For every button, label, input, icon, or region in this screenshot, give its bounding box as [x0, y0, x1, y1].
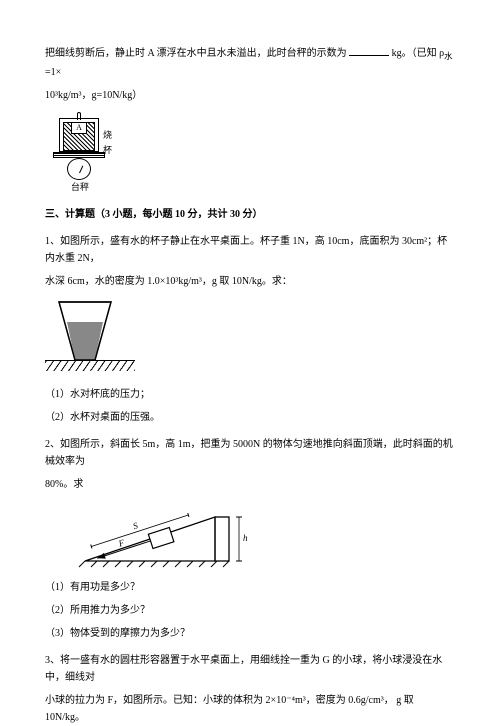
q2-stem-2: 80%。求 [45, 476, 455, 493]
q2-sub3: （3）物体受到的摩擦力为多少？ [45, 625, 455, 642]
intro-text-c: =1× [45, 67, 61, 78]
ground-hatch-icon [45, 360, 135, 372]
q3-stem-1: 3、将一盛有水的圆柱形容器置于水平桌面上，用细线拴一重为 G 的小球，将小球浸没… [45, 652, 455, 686]
q1-sub2: （2）水杯对桌面的压强。 [45, 409, 455, 426]
figure-cup [45, 298, 455, 378]
incline-icon: F S h [75, 501, 255, 571]
block-a-label: A [71, 122, 87, 134]
figure-incline: F S h [45, 501, 455, 571]
q1-stem-1: 1、如图所示，盛有水的杯子静止在水平桌面上。杯子重 1N，高 10cm，底面积为… [45, 233, 455, 267]
q3-stem-2: 小球的拉力为 F，如图所示。已知：小球的体积为 2×10⁻⁴m³，密度为 0.6… [45, 692, 455, 726]
section-3-title: 三、计算题（3 小题，每小题 10 分，共计 30 分） [45, 206, 455, 223]
intro-text-a: 把细线剪断后，静止时 A 漂浮在水中且水未溢出，此时台秤的示数为 [45, 48, 347, 59]
q1-sub1: （1）水对杯底的压力； [45, 386, 455, 403]
svg-text:h: h [243, 533, 248, 543]
svg-text:S: S [132, 520, 140, 531]
answer-blank [349, 46, 389, 56]
cup-icon [55, 298, 115, 362]
q1-stem-2: 水深 6cm，水的密度为 1.0×10³kg/m³，g 取 10N/kg。求： [45, 273, 455, 290]
figure-beaker-scale: A 烧杯 台秤 [45, 112, 455, 192]
intro-text-b: kg。（已知 ρ [392, 48, 445, 59]
svg-text:F: F [116, 537, 126, 549]
scale-label: 台秤 [71, 180, 89, 195]
q2-stem-1: 2、如图所示，斜面长 5m，高 1m，把重为 5000N 的物体匀速地推向斜面顶… [45, 436, 455, 470]
scale-dial-icon [67, 158, 91, 180]
intro-sub: 水 [444, 52, 452, 61]
q2-sub2: （2）所用推力为多少？ [45, 602, 455, 619]
intro-paragraph: 把细线剪断后，静止时 A 漂浮在水中且水未溢出，此时台秤的示数为 kg。（已知 … [45, 45, 455, 81]
intro-line2: 10³kg/m³，g=10N/kg） [45, 87, 455, 104]
q2-sub1: （1）有用功是多少？ [45, 579, 455, 596]
